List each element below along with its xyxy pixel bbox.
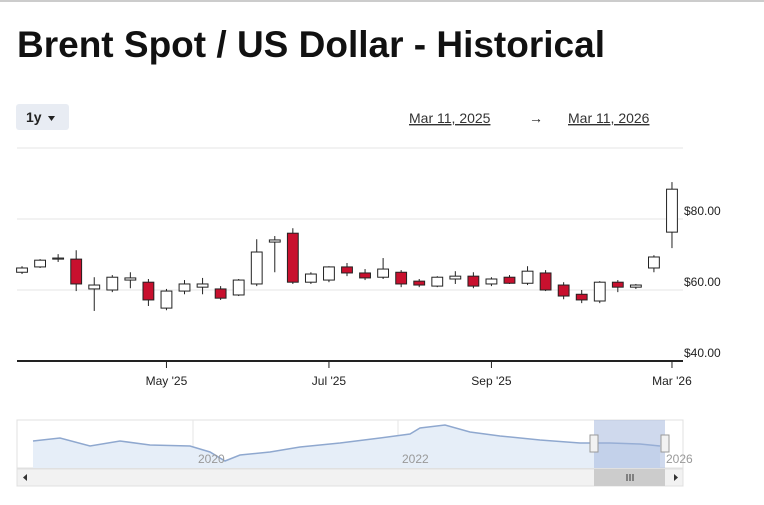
start-date[interactable]: Mar 11, 2025 bbox=[409, 110, 491, 126]
candle-body-up bbox=[268, 239, 281, 243]
scrollbar[interactable] bbox=[16, 468, 684, 487]
y-tick-label: $80.00 bbox=[684, 204, 721, 218]
navigator-area bbox=[33, 425, 660, 468]
candle-body-down bbox=[70, 258, 83, 285]
candle-body-down bbox=[503, 276, 516, 284]
candle-body-up bbox=[521, 270, 534, 284]
candle-body-up bbox=[88, 284, 101, 290]
candle-body-up bbox=[648, 256, 660, 269]
navigator-handle[interactable] bbox=[660, 434, 670, 453]
x-tick-label: Jul '25 bbox=[312, 374, 347, 388]
candle-body-up bbox=[304, 273, 317, 283]
candle-body-up bbox=[232, 279, 245, 296]
candle-body-up bbox=[629, 284, 642, 288]
x-tick-label: Mar '26 bbox=[652, 374, 692, 388]
range-button-bg bbox=[16, 104, 69, 130]
scrollbar-grip bbox=[626, 474, 634, 481]
candle-body-down bbox=[341, 266, 353, 274]
candle-body-down bbox=[214, 288, 227, 299]
end-date[interactable]: Mar 11, 2026 bbox=[568, 110, 650, 126]
candle-body-up bbox=[52, 257, 65, 260]
candle-body-down bbox=[467, 275, 480, 287]
candle-body-up bbox=[124, 277, 137, 281]
navigator-line bbox=[32, 424, 661, 462]
plot-area: $40.00 $60.00 $80.00 bbox=[16, 147, 721, 362]
top-border bbox=[0, 0, 764, 2]
candle-body-up bbox=[160, 290, 173, 309]
scroll-right-arrow[interactable] bbox=[674, 474, 678, 481]
candle-body-down bbox=[395, 271, 408, 285]
candle-body-down bbox=[611, 281, 624, 288]
candle-body-up bbox=[178, 283, 191, 292]
navigator-label: 2026 bbox=[666, 452, 693, 466]
candle-body-up bbox=[34, 259, 46, 268]
candle-body-up bbox=[377, 268, 390, 278]
navigator-label: 2022 bbox=[402, 452, 429, 466]
candle-body-up bbox=[449, 275, 462, 280]
candle-body-down bbox=[142, 281, 155, 301]
dropdown-caret bbox=[48, 116, 55, 121]
candle-body-up bbox=[250, 251, 263, 285]
candle-body-up bbox=[666, 188, 678, 233]
candle-body-up bbox=[431, 276, 444, 287]
page-title: Brent Spot / US Dollar - Historical bbox=[17, 24, 605, 65]
candle-body-down bbox=[557, 284, 570, 297]
candle-body-down bbox=[575, 293, 588, 301]
candle-body-down bbox=[286, 232, 299, 283]
navigator: 2020 2022 2026 bbox=[16, 419, 693, 469]
candle-body-up bbox=[196, 283, 209, 288]
candle-body-up bbox=[16, 267, 28, 273]
x-tick-label: May '25 bbox=[146, 374, 188, 388]
navigator-label: 2020 bbox=[198, 452, 225, 466]
scrollbar-track bbox=[16, 468, 684, 487]
range-label: 1y bbox=[26, 109, 42, 125]
y-tick-label: $60.00 bbox=[684, 275, 721, 289]
x-tick-label: Sep '25 bbox=[471, 374, 512, 388]
y-tick-label: $40.00 bbox=[684, 346, 721, 360]
candle-body-up bbox=[593, 281, 606, 302]
navigator-selection[interactable] bbox=[594, 420, 665, 468]
candle-body-down bbox=[359, 272, 371, 279]
candle-body-up bbox=[323, 266, 335, 281]
navigator-handle[interactable] bbox=[589, 434, 599, 453]
scroll-left-arrow[interactable] bbox=[23, 474, 27, 481]
candle-body-up bbox=[485, 278, 498, 285]
candle-body-up bbox=[106, 276, 119, 291]
range-button[interactable]: 1y bbox=[16, 104, 69, 130]
candle-body-down bbox=[413, 280, 426, 286]
range-arrow: → bbox=[529, 110, 543, 126]
candle-body-down bbox=[539, 272, 552, 291]
